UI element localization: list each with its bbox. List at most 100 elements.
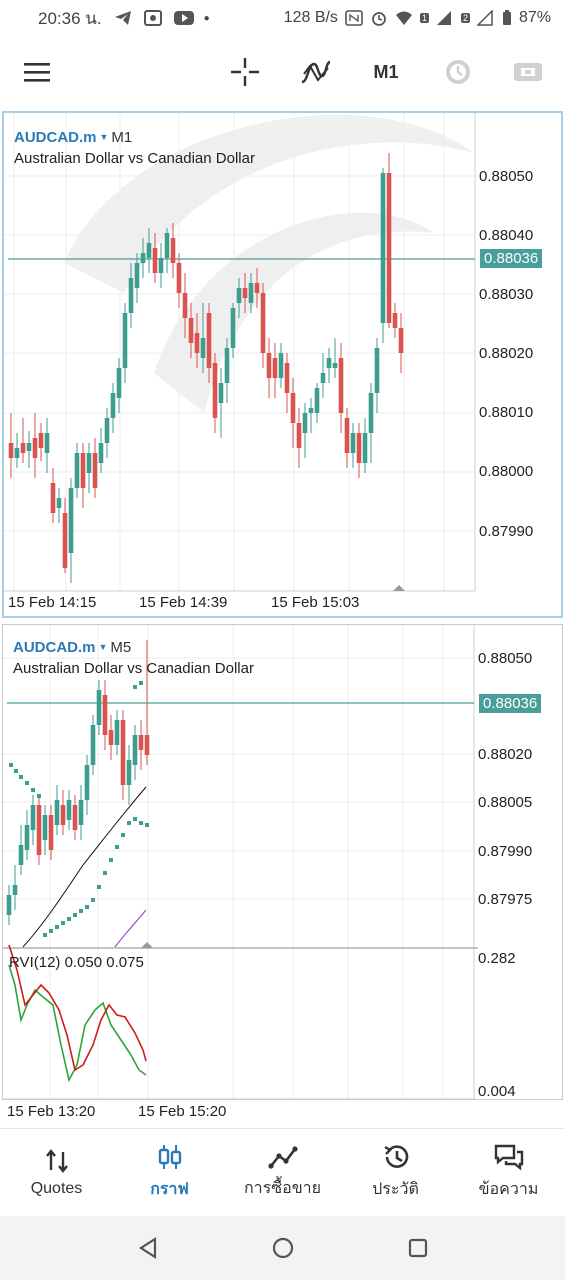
sar-dot bbox=[73, 913, 77, 917]
nav-messages[interactable]: ข้อความ bbox=[452, 1129, 565, 1216]
status-bar: 20:36 น. ● 128 B/s 1 2 bbox=[0, 0, 565, 36]
candlestick-chart-m1[interactable] bbox=[4, 113, 561, 616]
rvi-main-line bbox=[8, 944, 147, 1072]
recents-icon[interactable] bbox=[407, 1237, 429, 1259]
candle-body bbox=[32, 438, 38, 458]
nfc-icon bbox=[345, 10, 363, 26]
candle-body bbox=[134, 263, 140, 288]
candle-body bbox=[20, 443, 26, 453]
candle-body bbox=[230, 308, 236, 348]
x-axis-label: 15 Feb 15:03 bbox=[271, 594, 360, 611]
candle-body bbox=[170, 238, 176, 263]
candle-body bbox=[278, 353, 284, 378]
sar-dot bbox=[19, 775, 23, 779]
screenshot-icon bbox=[143, 10, 162, 26]
nav-label: การซื้อขาย bbox=[243, 1180, 322, 1197]
chart-panel-m1[interactable]: AUDCAD.m ▼ M1 Australian Dollar vs Canadia… bbox=[2, 111, 563, 618]
nav-label: ข้อความ bbox=[478, 1181, 539, 1198]
candle-body bbox=[146, 243, 152, 258]
history-button[interactable] bbox=[438, 36, 478, 108]
candle-body bbox=[158, 258, 164, 273]
sar-dot bbox=[9, 763, 13, 767]
nav-quotes[interactable]: Quotes bbox=[0, 1129, 113, 1216]
candle-body bbox=[24, 825, 30, 850]
sar-dot bbox=[121, 833, 125, 837]
sar-dot bbox=[139, 681, 143, 685]
nav-label: ประวัติ bbox=[372, 1181, 419, 1198]
candle-body bbox=[398, 328, 404, 353]
sar-dot bbox=[37, 794, 41, 798]
candlestick-chart-m5[interactable] bbox=[3, 625, 562, 1099]
candle-body bbox=[110, 393, 116, 418]
nav-trade[interactable]: การซื้อขาย bbox=[226, 1129, 339, 1216]
home-icon[interactable] bbox=[272, 1237, 294, 1259]
quotes-icon bbox=[45, 1148, 68, 1173]
candle-body bbox=[84, 765, 90, 800]
symbol-description: Australian Dollar vs Canadian Dollar bbox=[13, 660, 254, 677]
back-icon[interactable] bbox=[137, 1237, 159, 1259]
sar-dot bbox=[133, 685, 137, 689]
candle-body bbox=[48, 815, 54, 850]
y-axis-label: 0.88030 bbox=[479, 286, 534, 303]
candle-body bbox=[60, 805, 66, 825]
sar-dot bbox=[61, 921, 65, 925]
y-axis-label: 0.88020 bbox=[479, 345, 534, 362]
candle-body bbox=[36, 805, 42, 855]
clock-icon bbox=[446, 60, 470, 84]
candle-body bbox=[380, 173, 386, 323]
candle-body bbox=[248, 283, 254, 303]
candle-body bbox=[164, 233, 170, 258]
youtube-icon bbox=[173, 10, 194, 26]
chart-panel-m5[interactable]: AUDCAD.m ▼ M5 Australian Dollar vs Canadia… bbox=[2, 624, 563, 1100]
caret-down-icon: ▼ bbox=[99, 132, 109, 142]
symbol-timeframe: M1 bbox=[111, 129, 133, 146]
sar-dot bbox=[25, 781, 29, 785]
y-axis-label: 0.88050 bbox=[479, 168, 534, 185]
trade-button[interactable] bbox=[508, 36, 548, 108]
candle-body bbox=[66, 800, 72, 820]
menu-icon bbox=[24, 63, 50, 82]
nav-chart[interactable]: กราฟ bbox=[113, 1129, 226, 1216]
chart-toolbar: M1 bbox=[0, 36, 565, 108]
candle-body bbox=[242, 288, 248, 298]
sar-dot bbox=[103, 871, 107, 875]
symbol-header-m1[interactable]: AUDCAD.m ▼ M1 bbox=[14, 129, 132, 146]
candle-body bbox=[188, 318, 194, 343]
candle-body bbox=[90, 725, 96, 765]
candle-body bbox=[290, 393, 296, 423]
sar-dot bbox=[91, 898, 95, 902]
candle-body bbox=[54, 800, 60, 825]
y-axis-label: 0.88040 bbox=[479, 227, 534, 244]
y-axis-label: 0.87990 bbox=[479, 523, 534, 540]
candle-body bbox=[362, 433, 368, 463]
indicator-label: RVI(12) 0.050 0.075 bbox=[9, 954, 144, 971]
symbol-header-m5[interactable]: AUDCAD.m ▼ M5 bbox=[13, 639, 131, 656]
candle-body bbox=[78, 800, 84, 825]
candle-body bbox=[14, 448, 20, 458]
indicator-y-label: 0.004 bbox=[478, 1083, 516, 1100]
y-axis-label: 0.88000 bbox=[479, 463, 534, 480]
y-axis-label: 0.88050 bbox=[478, 650, 533, 667]
candle-body bbox=[320, 373, 326, 383]
sar-dot bbox=[67, 917, 71, 921]
crosshair-icon bbox=[231, 58, 259, 86]
candle-body bbox=[44, 433, 50, 453]
crosshair-button[interactable] bbox=[226, 36, 264, 108]
alarm-icon bbox=[370, 10, 388, 26]
sar-dot bbox=[133, 817, 137, 821]
candle-body bbox=[80, 453, 86, 488]
candle-body bbox=[338, 358, 344, 413]
candle-body bbox=[326, 358, 332, 368]
indicators-button[interactable] bbox=[296, 36, 336, 108]
messages-icon bbox=[494, 1144, 523, 1171]
y-axis-label: 0.87990 bbox=[478, 843, 533, 860]
candle-body bbox=[50, 483, 56, 513]
candle-body bbox=[116, 368, 122, 398]
sar-dot bbox=[31, 788, 35, 792]
candle-body bbox=[386, 173, 392, 323]
timeframe-button[interactable]: M1 bbox=[373, 61, 399, 82]
indicator-y-label: 0.282 bbox=[478, 950, 516, 967]
menu-button[interactable] bbox=[18, 36, 58, 108]
nav-history[interactable]: ประวัติ bbox=[339, 1129, 452, 1216]
candle-body bbox=[344, 418, 350, 453]
